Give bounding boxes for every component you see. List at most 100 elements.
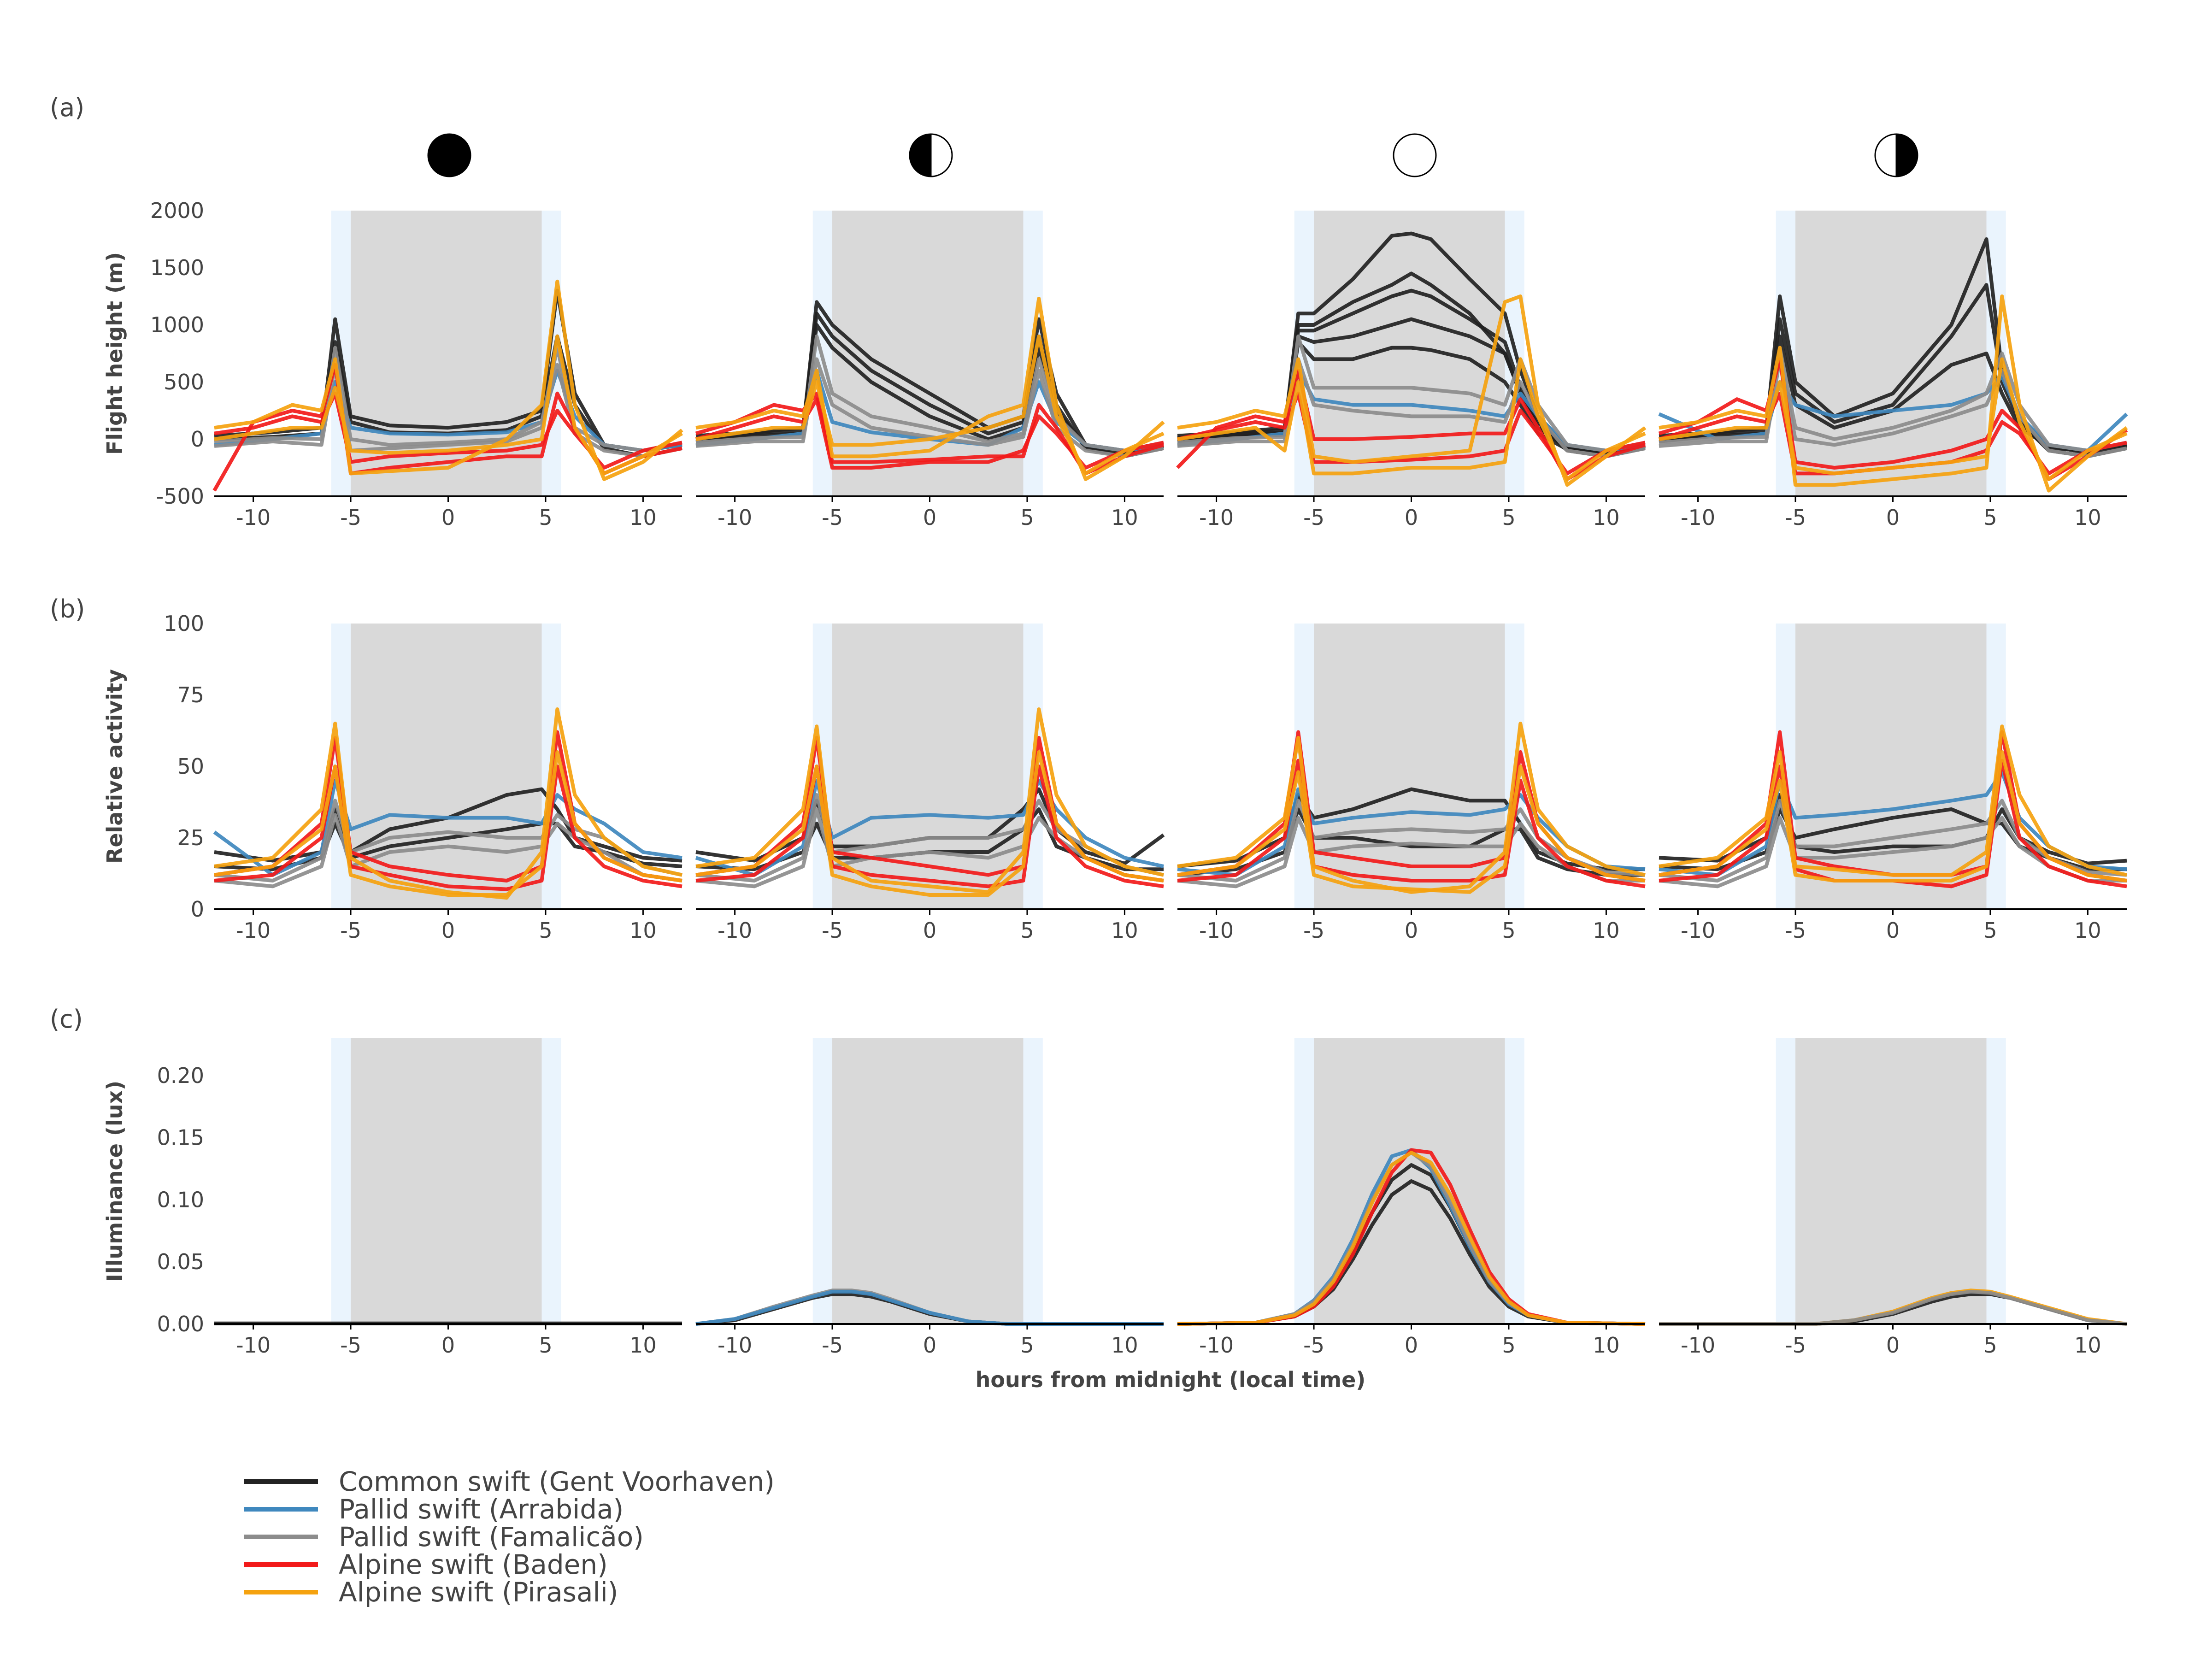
series-line-4-9	[695, 334, 1165, 476]
night-band	[1314, 624, 1505, 909]
x-tick-label: 10	[629, 918, 657, 943]
series-line-4-8	[1659, 750, 2127, 882]
series-line-2-3	[695, 793, 1164, 882]
series-line-4-8	[695, 750, 1164, 897]
night-band	[832, 624, 1024, 909]
panel-a-new: -10 -5 0 5 10 -500 0 500 1000 1500 2000	[150, 198, 683, 530]
x-tick-label: 0	[923, 918, 936, 943]
last-quarter-moon-icon	[1874, 133, 1918, 177]
x-tick-label: 10	[629, 1333, 657, 1358]
x-tick-label: -10	[718, 1333, 752, 1358]
x-tick-label: -10	[1199, 1333, 1234, 1358]
y-tick-label: 0.05	[157, 1249, 204, 1274]
x-tick-label: 0	[441, 918, 455, 943]
panel-a-first-quarter: -10 -5 0 5 10	[695, 211, 1165, 530]
x-tick-label: -10	[236, 505, 271, 530]
x-tick-label: 5	[539, 1333, 552, 1358]
y-tick-label: 75	[177, 682, 204, 707]
x-tick-label: -10	[1199, 918, 1234, 943]
moon-icons	[427, 133, 1918, 177]
y-tick-label: 25	[177, 825, 204, 850]
full-moon-icon	[1393, 133, 1437, 177]
x-tick-label: -10	[1681, 505, 1715, 530]
series-line-2-5	[1659, 357, 2127, 459]
series-line-4-8	[214, 334, 683, 476]
legend-item: Common swift (Gent Voorhaven)	[244, 1466, 775, 1497]
panel-c-new: -10 -5 0 5 10 0.00 0.05 0.10 0.15 0.20	[157, 1038, 682, 1358]
y-axis-title-b: Relative activity	[102, 669, 127, 864]
y-tick-label: 50	[177, 754, 204, 779]
x-tick-label: 5	[1502, 505, 1515, 530]
panel-c-full: -10 -5 0 5 10	[1177, 1038, 1646, 1358]
x-tick-label: -5	[340, 505, 361, 530]
x-tick-label: -10	[1199, 505, 1234, 530]
x-tick-label: -10	[1681, 918, 1715, 943]
panel-b-last-quarter: -10 -5 0 5 10	[1659, 624, 2127, 943]
y-tick-label: 100	[164, 611, 204, 636]
x-tick-label: 5	[1983, 918, 1997, 943]
panel-label-c: (c)	[50, 1005, 83, 1034]
y-tick-label: 0.10	[157, 1187, 204, 1212]
x-tick-label: 0	[1886, 505, 1900, 530]
night-band	[832, 211, 1024, 496]
x-tick-label: -5	[340, 1333, 361, 1358]
panel-label-b: (b)	[50, 594, 85, 624]
x-tick-label: 10	[2074, 918, 2101, 943]
x-tick-label: -5	[822, 1333, 843, 1358]
panel-c-first-quarter: -10 -5 0 5 10	[695, 1038, 1164, 1358]
y-tick-label: 1000	[150, 312, 204, 337]
x-tick-label: 0	[1405, 1333, 1418, 1358]
legend-label: Alpine swift (Pirasali)	[339, 1577, 618, 1608]
x-tick-label: 10	[629, 505, 657, 530]
x-tick-label: 5	[1502, 918, 1515, 943]
x-tick-label: 0	[441, 505, 455, 530]
legend-item: Pallid swift (Arrabida)	[244, 1494, 624, 1525]
x-tick-label: 10	[1593, 918, 1620, 943]
y-tick-label: 2000	[150, 198, 204, 223]
x-tick-label: -5	[1785, 918, 1806, 943]
series-line-4-8	[214, 750, 682, 897]
x-tick-label: 10	[1111, 918, 1138, 943]
x-tick-label: 5	[1020, 918, 1034, 943]
legend-label: Pallid swift (Arrabida)	[339, 1494, 624, 1525]
panel-c-last-quarter: -10 -5 0 5 10	[1659, 1038, 2127, 1358]
x-tick-label: -10	[718, 918, 752, 943]
x-tick-label: 10	[1111, 1333, 1138, 1358]
series-line-2-5	[695, 357, 1164, 459]
panel-b-full: -10 -5 0 5 10	[1177, 624, 1646, 943]
x-tick-label: 5	[1502, 1333, 1515, 1358]
series-line-2-3	[214, 799, 682, 882]
legend-item: Alpine swift (Pirasali)	[244, 1577, 618, 1608]
x-tick-label: 0	[1886, 1333, 1900, 1358]
series-line-2-4	[214, 363, 682, 459]
x-tick-label: 5	[1020, 1333, 1034, 1358]
x-tick-label: -5	[340, 918, 361, 943]
x-tick-label: 0	[441, 1333, 455, 1358]
night-band	[832, 1038, 1024, 1324]
series-line-4-8	[1177, 765, 1646, 894]
x-tick-label: 0	[1405, 505, 1418, 530]
x-tick-label: 10	[2074, 505, 2101, 530]
x-tick-label: -5	[822, 505, 843, 530]
x-tick-label: -5	[1785, 1333, 1806, 1358]
x-tick-label: 5	[1983, 1333, 1997, 1358]
y-axis-title-c: Illuminance (lux)	[102, 1081, 127, 1282]
y-tick-label: -500	[156, 484, 204, 509]
x-tick-label: 0	[923, 505, 936, 530]
plots-layer: Flight height (m)-10 -5 0 5 10-5000500100015…	[102, 198, 2128, 1358]
y-tick-label: 0	[191, 427, 204, 452]
series-line-1-2	[213, 779, 682, 877]
first-quarter-moon-icon	[909, 133, 953, 177]
panel-a-full: -10 -5 0 5 10	[1176, 211, 1647, 530]
x-tick-label: 10	[2074, 1333, 2101, 1358]
series-line-4-7	[1659, 724, 2127, 877]
x-tick-label: 0	[1405, 918, 1418, 943]
night-band	[351, 624, 542, 909]
x-tick-label: 10	[1593, 505, 1620, 530]
panel-label-a: (a)	[50, 93, 84, 122]
x-tick-label: 5	[539, 918, 552, 943]
x-tick-label: -10	[236, 918, 271, 943]
night-band	[1314, 211, 1505, 496]
x-tick-label: -10	[1681, 1333, 1715, 1358]
